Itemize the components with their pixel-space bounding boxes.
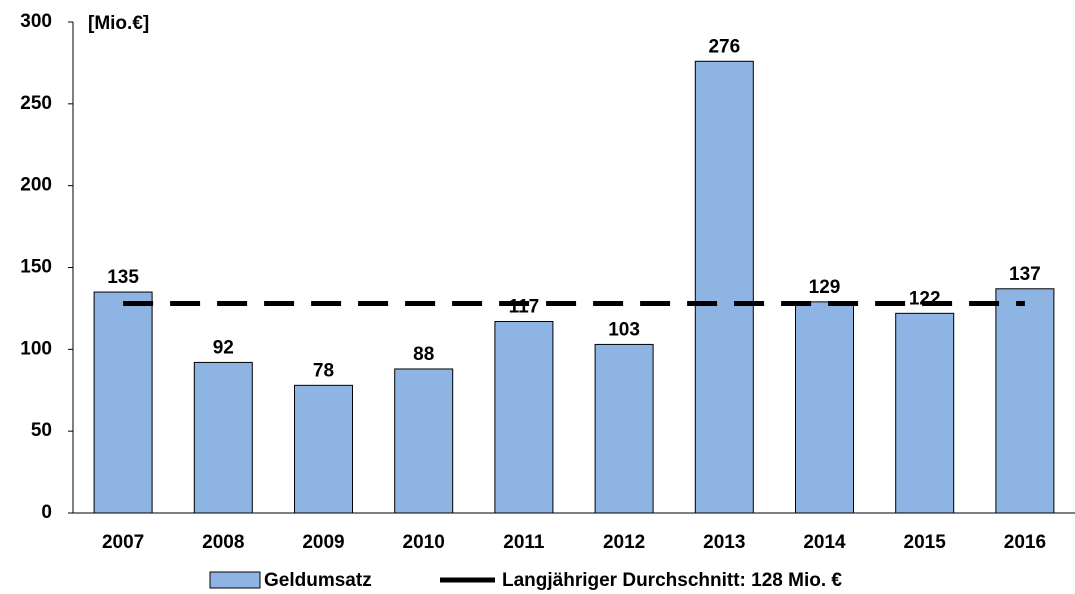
x-tick-label: 2016 xyxy=(1004,532,1046,553)
bar xyxy=(394,368,454,514)
x-tick-label: 2013 xyxy=(703,532,745,553)
x-tick-label: 2015 xyxy=(904,532,947,553)
data-label: 78 xyxy=(313,360,334,381)
data-label: 129 xyxy=(809,277,841,298)
y-axis-unit: [Mio.€] xyxy=(88,13,149,34)
data-label: 103 xyxy=(608,319,640,340)
y-tick-label: 200 xyxy=(20,175,52,196)
data-label: 117 xyxy=(509,297,540,318)
y-tick-label: 300 xyxy=(20,11,52,32)
bar xyxy=(694,60,754,514)
bar xyxy=(294,384,353,514)
y-tick-label: 0 xyxy=(41,502,52,523)
x-tick-label: 2014 xyxy=(803,532,846,553)
bar xyxy=(594,343,654,514)
x-tick-label: 2008 xyxy=(202,532,244,553)
x-tick-label: 2009 xyxy=(302,532,344,553)
y-tick-label: 50 xyxy=(31,420,52,441)
data-label: 137 xyxy=(1009,264,1041,285)
bar xyxy=(995,288,1055,514)
data-label: 135 xyxy=(107,267,139,288)
bar xyxy=(494,321,554,514)
x-tick-label: 2011 xyxy=(503,532,545,553)
legend-swatch xyxy=(209,571,261,589)
legend-label: Langjähriger Durchschnitt: 128 Mio. € xyxy=(502,570,842,591)
bar xyxy=(93,291,153,514)
data-label: 88 xyxy=(413,344,434,365)
bar xyxy=(895,312,955,514)
x-tick-label: 2012 xyxy=(603,532,645,553)
legend-label: Geldumsatz xyxy=(264,570,372,591)
x-tick-label: 2010 xyxy=(403,532,445,553)
data-label: 122 xyxy=(909,288,941,309)
data-label: 92 xyxy=(213,337,234,358)
bar xyxy=(795,301,854,514)
y-tick-label: 150 xyxy=(20,257,52,278)
bar xyxy=(193,361,253,514)
y-tick-label: 100 xyxy=(20,338,52,359)
data-label: 276 xyxy=(708,36,740,57)
x-tick-label: 2007 xyxy=(102,532,144,553)
y-tick-label: 250 xyxy=(20,93,52,114)
